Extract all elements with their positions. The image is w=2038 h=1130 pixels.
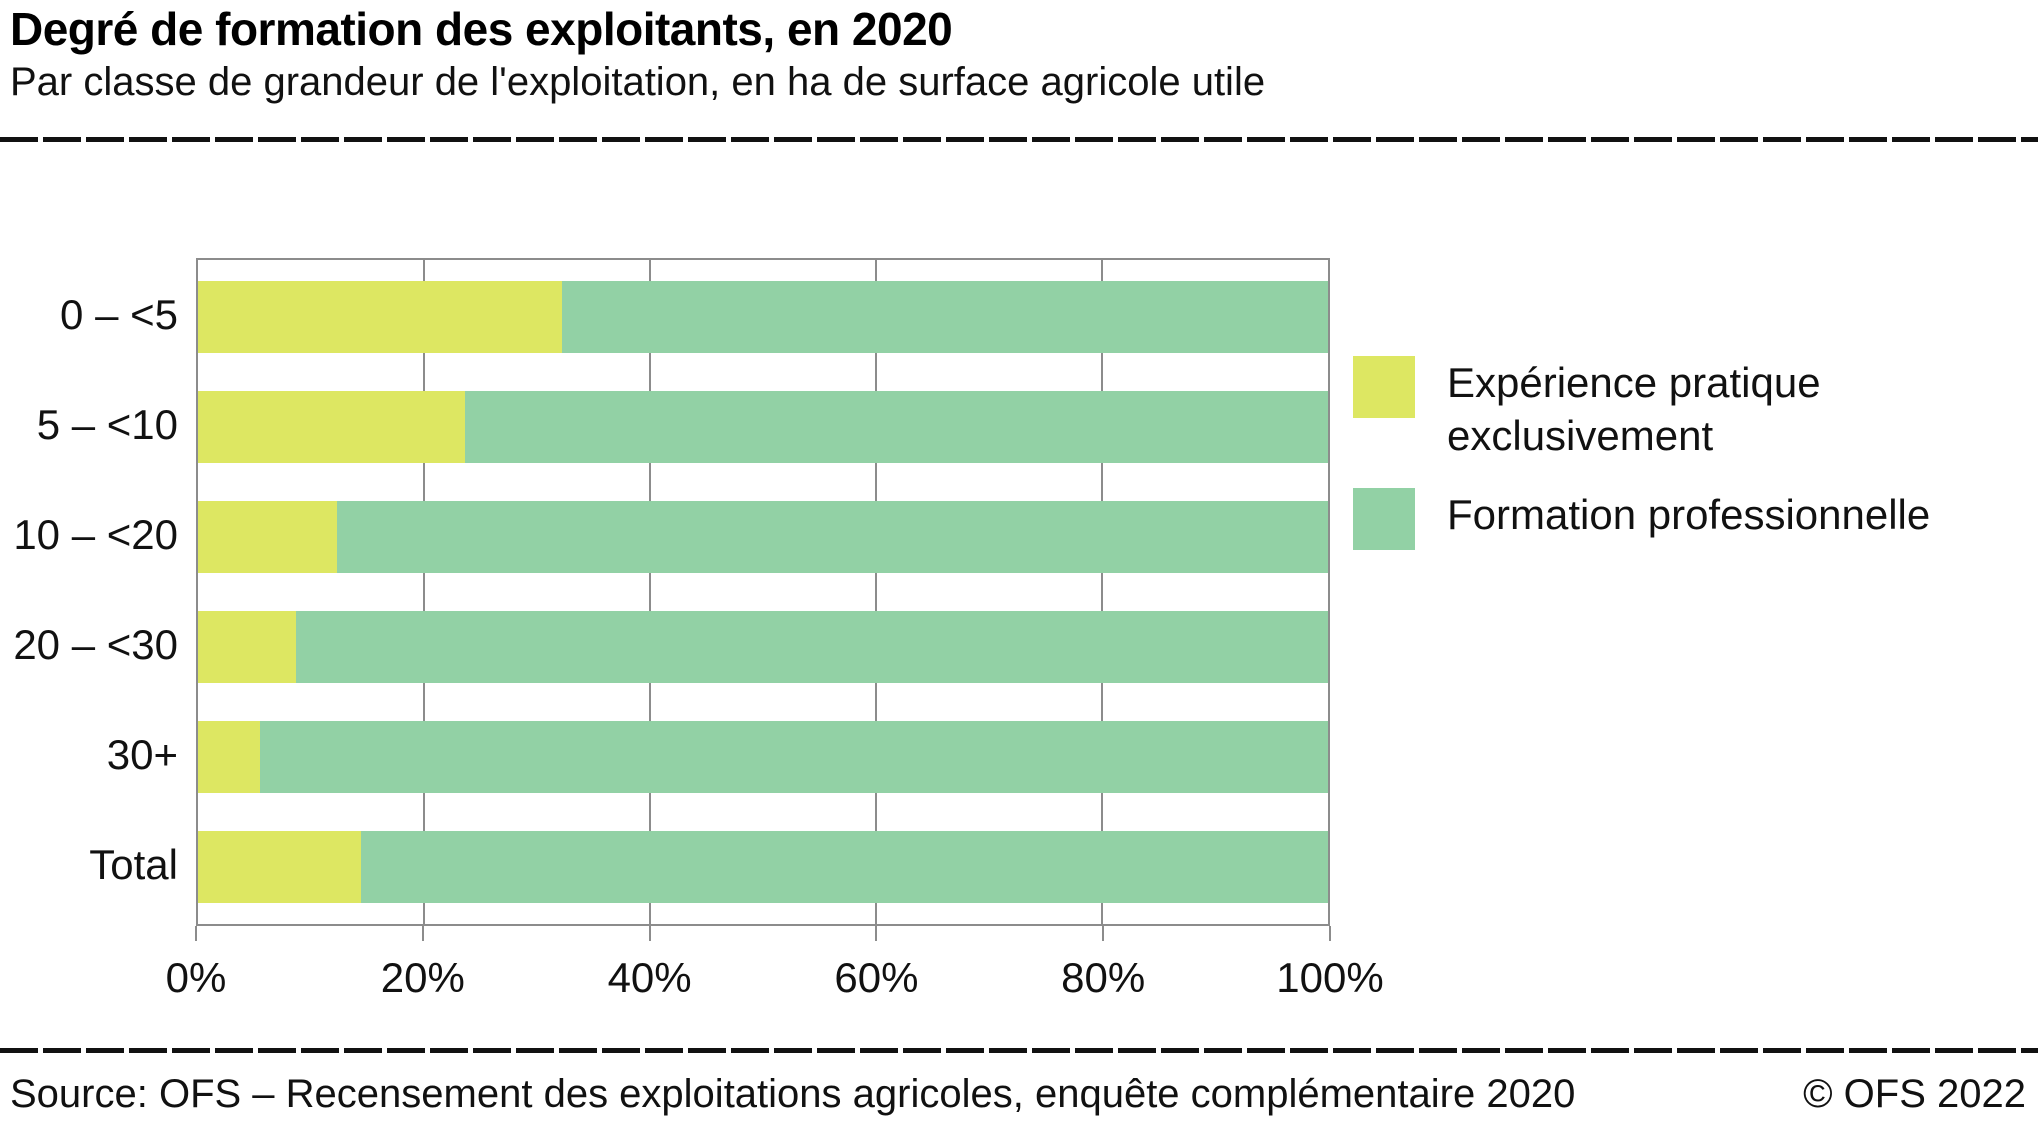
gridline-40pct <box>649 260 651 924</box>
y-label-3: 10 – <20 <box>13 511 178 558</box>
legend-swatch-1 <box>1353 356 1415 418</box>
legend-item-2: Formation professionnelle <box>1353 488 1930 550</box>
plot-area <box>196 258 1330 926</box>
y-label-5: 30+ <box>106 731 178 778</box>
bar-segment-formation-professionnelle <box>296 611 1328 683</box>
y-axis-labels: 0 – <5 5 – <10 10 – <20 20 – <30 30+ Total <box>0 258 178 926</box>
x-tick-100% <box>1329 926 1331 941</box>
bar-segment-formation-professionnelle <box>360 831 1328 903</box>
x-tick-label-100%: 100% <box>1276 954 1384 1001</box>
y-label-4: 20 – <30 <box>13 621 178 668</box>
x-tick-label-80%: 80% <box>1061 954 1146 1001</box>
bar-row-3 <box>198 501 1328 573</box>
y-label-1: 0 – <5 <box>60 291 178 338</box>
bar-segment-formation-professionnelle <box>561 281 1328 353</box>
copyright-text: © OFS 2022 <box>1803 1072 2026 1116</box>
bar-segment-experience-pratique <box>198 611 297 683</box>
x-tick-label-20%: 20% <box>380 954 465 1001</box>
x-axis: 0% 20% 40% 60% 80% 100% <box>166 926 1384 1036</box>
x-tick-60% <box>875 926 878 941</box>
bar-segment-experience-pratique <box>198 721 261 793</box>
top-divider-rule <box>0 137 2038 142</box>
y-label-6: Total <box>89 841 178 888</box>
legend-label-1: Expérience pratique exclusivement <box>1447 356 1821 462</box>
bar-segment-formation-professionnelle <box>260 721 1328 793</box>
source-text: Source: OFS – Recensement des exploitati… <box>10 1072 1576 1116</box>
x-tick-label-0%: 0% <box>165 954 227 1001</box>
bar-segment-formation-professionnelle <box>464 391 1328 463</box>
page-subtitle: Par classe de grandeur de l'exploitation… <box>10 60 1266 104</box>
x-tick-20% <box>421 926 424 941</box>
x-tick-label-40%: 40% <box>607 954 692 1001</box>
x-tick-0% <box>195 926 197 941</box>
bar-row-2 <box>198 391 1328 463</box>
bar-row-5 <box>198 721 1328 793</box>
legend: Expérience pratique exclusivement Formatio… <box>1353 356 1930 550</box>
x-tick-40% <box>648 926 651 941</box>
legend-item-1: Expérience pratique exclusivement <box>1353 356 1930 462</box>
page-title: Degré de formation des exploitants, en 2… <box>10 3 953 55</box>
bar-segment-experience-pratique <box>198 391 465 463</box>
bar-segment-experience-pratique <box>198 831 361 903</box>
bottom-divider-rule <box>0 1048 2038 1053</box>
x-tick-label-60%: 60% <box>834 954 919 1001</box>
bar-segment-experience-pratique <box>198 501 337 573</box>
legend-swatch-2 <box>1353 488 1415 550</box>
y-label-2: 5 – <10 <box>36 401 178 448</box>
legend-label-line: exclusivement <box>1447 412 1714 459</box>
gridline-20pct <box>423 260 425 924</box>
bar-segment-formation-professionnelle <box>336 501 1328 573</box>
bar-row-4 <box>198 611 1328 683</box>
bar-row-6 <box>198 831 1328 903</box>
legend-label-line: Expérience pratique <box>1447 359 1821 406</box>
bar-segment-experience-pratique <box>198 281 562 353</box>
gridline-60pct <box>875 260 877 924</box>
bar-row-1 <box>198 281 1328 353</box>
legend-label-line: Formation professionnelle <box>1447 491 1931 538</box>
gridline-80pct <box>1101 260 1103 924</box>
x-tick-80% <box>1102 926 1105 941</box>
legend-label-2: Formation professionnelle <box>1447 488 1930 541</box>
